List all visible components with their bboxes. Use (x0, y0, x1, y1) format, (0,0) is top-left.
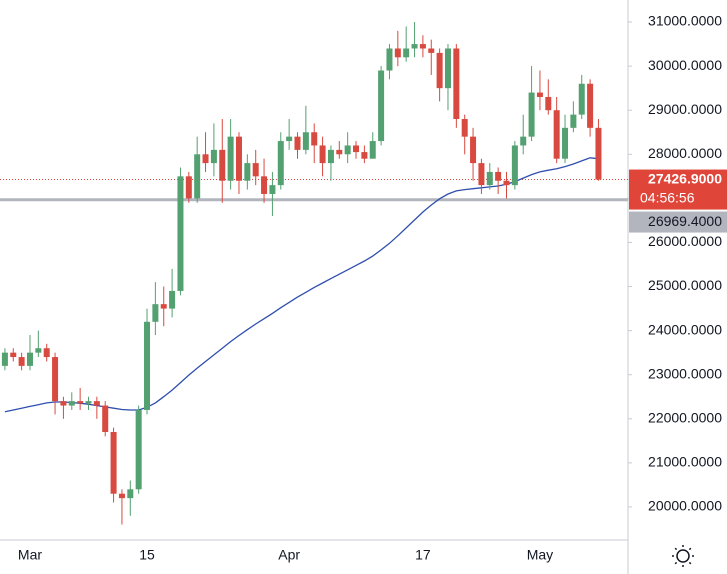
candle-body (227, 136, 234, 181)
y-tick-label: 28000.0000 (648, 145, 722, 161)
candle-body (436, 52, 443, 89)
y-tick-label: 31000.0000 (648, 13, 722, 29)
candle-body (394, 48, 401, 58)
candle-body (261, 176, 268, 194)
candle-body (219, 149, 226, 181)
candle-body (77, 401, 84, 404)
candle-body (244, 163, 251, 181)
candle-body (127, 489, 134, 499)
y-tick-label: 25000.0000 (648, 277, 722, 293)
candle-body (135, 409, 142, 490)
candle-body (578, 83, 585, 115)
candle-body (177, 176, 184, 291)
candle-body (10, 352, 17, 358)
candle-body (235, 136, 242, 181)
price-line-label: 26969.4000 (648, 213, 722, 229)
candle-body (536, 92, 543, 97)
candle-body (428, 48, 435, 53)
candle-body (202, 154, 209, 164)
candle-body (470, 136, 477, 164)
candle-body (361, 152, 368, 159)
candle-body (336, 149, 343, 155)
last-price-box (629, 169, 727, 210)
candle-body (528, 92, 535, 137)
candle-body (43, 348, 50, 358)
y-tick-label: 26000.0000 (648, 233, 722, 249)
candle-body (110, 432, 117, 494)
candle-body (495, 171, 502, 181)
candle-body (252, 163, 259, 177)
x-tick-label: Apr (278, 547, 300, 563)
candle-body (52, 357, 59, 402)
price-line-box (629, 211, 727, 233)
y-tick-label: 20000.0000 (648, 498, 722, 514)
candle-body (511, 145, 518, 186)
y-tick-label: 23000.0000 (648, 365, 722, 381)
candle-body (294, 136, 301, 150)
candle-body (269, 185, 276, 194)
candle-body (68, 401, 75, 406)
candle-body (486, 171, 493, 186)
x-tick-label: May (527, 547, 553, 563)
candle-body (461, 119, 468, 137)
candle-body (369, 141, 376, 159)
candle-body (311, 132, 318, 146)
countdown-label: 04:56:56 (640, 189, 695, 205)
candle-body (453, 48, 460, 120)
candle-body (444, 48, 451, 89)
x-tick-label: Mar (18, 547, 42, 563)
candle-body (160, 304, 167, 309)
y-tick-label: 29000.0000 (648, 101, 722, 117)
candle-body (319, 145, 326, 164)
candle-body (85, 401, 92, 404)
y-tick-label: 22000.0000 (648, 409, 722, 425)
moving-average (4, 157, 599, 413)
candle-body (210, 149, 217, 164)
candle-body (353, 145, 360, 153)
candle-body (302, 132, 309, 150)
candle-body (1, 352, 8, 366)
candle-body (194, 154, 201, 199)
candle-body (570, 114, 577, 128)
candle-body (411, 44, 418, 49)
candle-body (185, 176, 192, 199)
candle-body (478, 163, 485, 186)
candle-body (419, 44, 426, 49)
candle-body (386, 48, 393, 71)
candle-body (35, 348, 42, 353)
candle-body (562, 127, 569, 159)
candle-body (118, 493, 125, 499)
candle-body (378, 70, 385, 142)
x-tick-label: 17 (415, 547, 431, 563)
candle-body (169, 290, 176, 309)
candle-body (553, 110, 560, 159)
candle-body (520, 136, 527, 146)
candle-body (327, 149, 334, 164)
candle-body (344, 145, 351, 155)
candle-body (503, 180, 510, 186)
candle-body (403, 48, 410, 58)
candle-body (286, 136, 293, 142)
settings-icon[interactable] (672, 545, 694, 567)
candle-body (152, 304, 159, 322)
last-price-label: 27426.9000 (648, 170, 722, 186)
candle-body (18, 357, 25, 366)
candle-body (144, 321, 151, 410)
x-tick-label: 15 (139, 547, 155, 563)
candle-body (102, 405, 109, 432)
candle-body (60, 401, 67, 406)
candle-body (545, 96, 552, 111)
y-tick-label: 24000.0000 (648, 321, 722, 337)
candle-body (93, 401, 100, 406)
y-tick-label: 21000.0000 (648, 454, 722, 470)
candle-body (26, 352, 33, 366)
y-tick-label: 30000.0000 (648, 57, 722, 73)
candle-body (587, 83, 594, 128)
candle-body (277, 141, 284, 186)
candle-body (595, 127, 602, 180)
